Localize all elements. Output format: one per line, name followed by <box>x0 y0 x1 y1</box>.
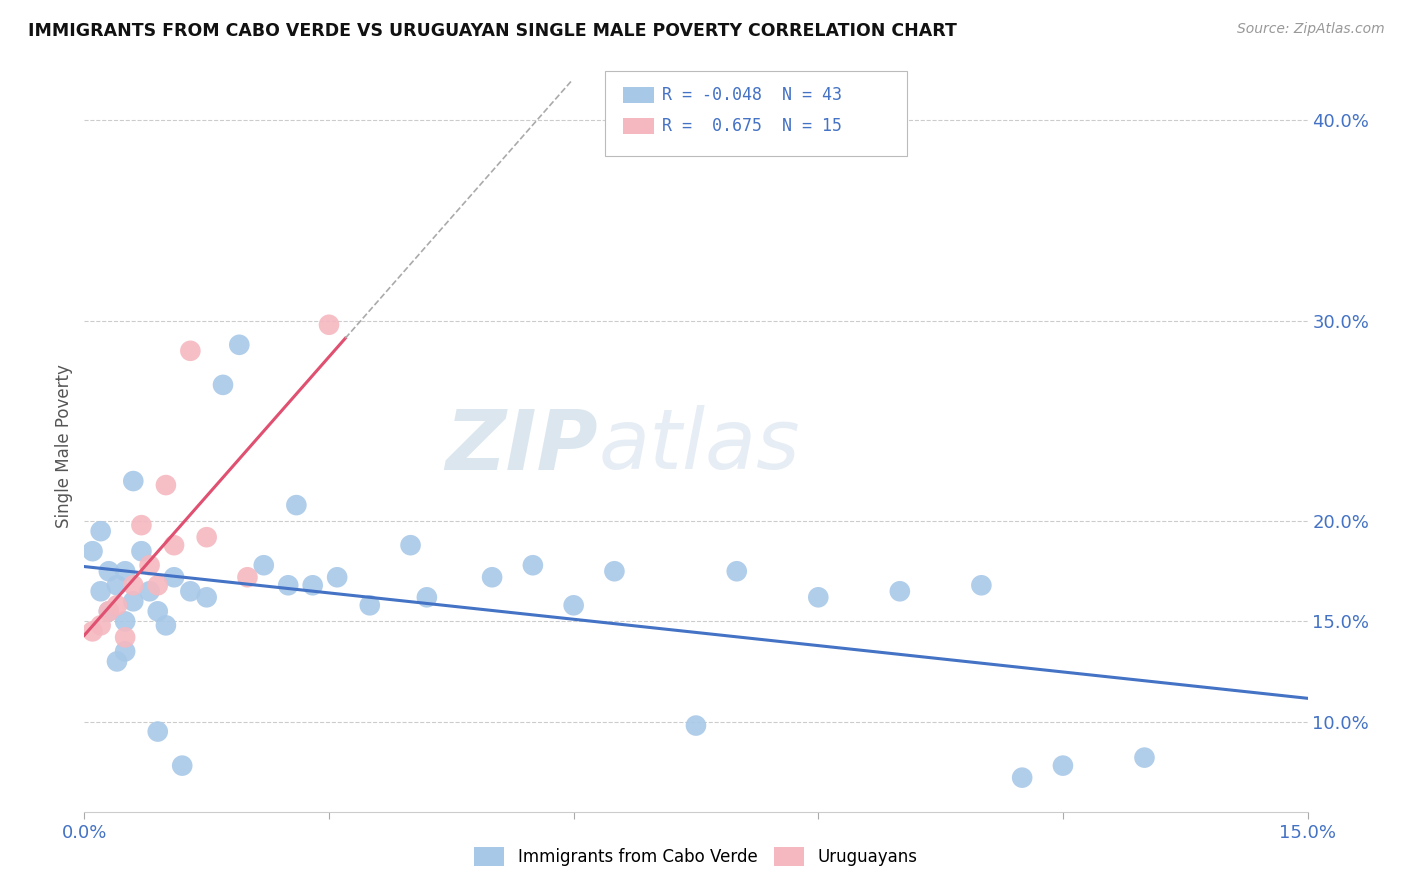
Point <box>228 338 250 352</box>
Point <box>114 615 136 629</box>
Point <box>889 584 911 599</box>
Point <box>155 618 177 632</box>
Point <box>236 570 259 584</box>
Point <box>301 578 323 592</box>
Point <box>326 570 349 584</box>
Text: atlas: atlas <box>598 406 800 486</box>
Point <box>131 544 153 558</box>
Point <box>122 474 145 488</box>
Point <box>416 591 439 605</box>
Point <box>90 584 112 599</box>
Point <box>1133 750 1156 764</box>
Point <box>114 644 136 658</box>
Point <box>114 631 136 645</box>
Point <box>522 558 544 573</box>
Point <box>82 544 104 558</box>
Point <box>163 570 186 584</box>
Point <box>807 591 830 605</box>
Point <box>122 594 145 608</box>
Point <box>399 538 422 552</box>
Point <box>97 564 120 578</box>
Point <box>138 558 160 573</box>
Point <box>90 524 112 538</box>
Point <box>212 377 235 392</box>
Point <box>155 478 177 492</box>
Y-axis label: Single Male Poverty: Single Male Poverty <box>55 364 73 528</box>
Point <box>318 318 340 332</box>
Point <box>146 578 169 592</box>
Text: R = -0.048  N = 43: R = -0.048 N = 43 <box>662 86 842 103</box>
Point <box>1011 771 1033 785</box>
Point <box>146 724 169 739</box>
Point <box>195 591 218 605</box>
Point <box>562 599 585 613</box>
Point <box>195 530 218 544</box>
Point <box>685 718 707 732</box>
Point <box>725 564 748 578</box>
Point <box>97 604 120 618</box>
Point <box>970 578 993 592</box>
Point <box>163 538 186 552</box>
Point <box>82 624 104 639</box>
Text: ZIP: ZIP <box>446 406 598 486</box>
Point <box>105 578 128 592</box>
Text: Source: ZipAtlas.com: Source: ZipAtlas.com <box>1237 22 1385 37</box>
Legend: Immigrants from Cabo Verde, Uruguayans: Immigrants from Cabo Verde, Uruguayans <box>468 840 924 873</box>
Point <box>105 655 128 669</box>
Point <box>90 618 112 632</box>
Point <box>172 758 194 772</box>
Point <box>253 558 276 573</box>
Text: R =  0.675  N = 15: R = 0.675 N = 15 <box>662 117 842 135</box>
Point <box>122 578 145 592</box>
Point <box>114 564 136 578</box>
Point <box>105 599 128 613</box>
Point <box>1052 758 1074 772</box>
Point <box>603 564 626 578</box>
Point <box>481 570 503 584</box>
Point <box>146 604 169 618</box>
Point <box>277 578 299 592</box>
Point <box>97 604 120 618</box>
Point <box>359 599 381 613</box>
Text: IMMIGRANTS FROM CABO VERDE VS URUGUAYAN SINGLE MALE POVERTY CORRELATION CHART: IMMIGRANTS FROM CABO VERDE VS URUGUAYAN … <box>28 22 957 40</box>
Point <box>179 343 201 358</box>
Point <box>138 584 160 599</box>
Point <box>179 584 201 599</box>
Point <box>285 498 308 512</box>
Point <box>131 518 153 533</box>
